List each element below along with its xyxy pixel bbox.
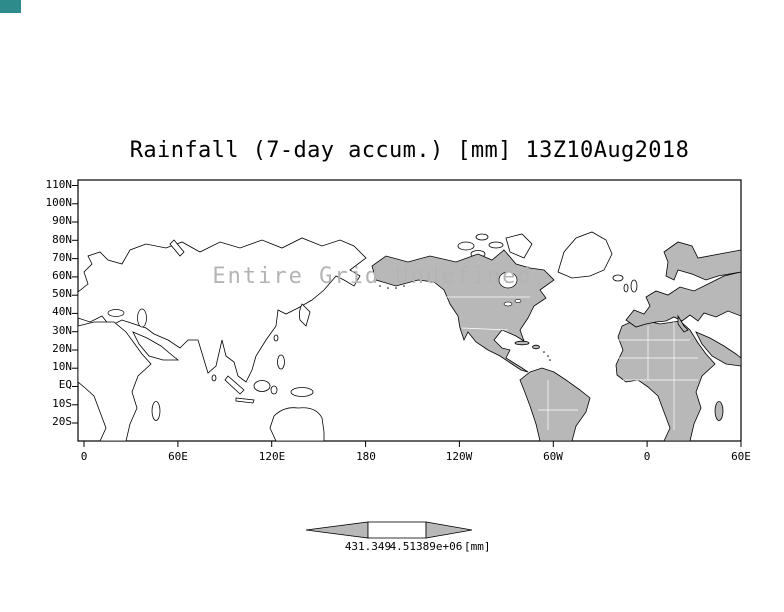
island-java — [235, 397, 255, 404]
country-borders — [446, 296, 698, 430]
africa-left-outline — [78, 321, 152, 441]
lon-tick-label: 120W — [445, 450, 473, 463]
lon-tick-label: 60E — [731, 450, 751, 463]
great-lakes — [514, 299, 522, 303]
colorbar-mid-segment — [367, 521, 427, 539]
region-scandinavia — [663, 241, 741, 281]
island-philippines — [277, 354, 285, 370]
lat-tick-label: 20S — [52, 415, 72, 428]
lat-ticks — [72, 185, 78, 424]
lat-tick-label: 100N — [45, 196, 73, 209]
colorbar-min-label: 431.349 — [344, 540, 392, 553]
island-borneo — [253, 380, 271, 392]
island-novaya-zemlya — [169, 239, 185, 257]
lat-tick-label: 50N — [52, 287, 72, 300]
lat-tick-label: 10S — [52, 397, 72, 410]
island-japan — [298, 303, 311, 327]
great-lakes — [503, 301, 513, 307]
world-map-plot — [72, 179, 742, 447]
colorbar-left-arrow-icon — [305, 521, 369, 539]
island-cuba — [514, 340, 530, 346]
lon-tick-label: 60W — [543, 450, 563, 463]
region-arabia — [695, 331, 741, 367]
arabia-left-outline — [132, 331, 180, 361]
colorbar-unit-label: [mm] — [464, 540, 491, 553]
colorbar — [305, 521, 473, 539]
island-uk-ireland — [623, 279, 638, 293]
continent-south-america — [519, 367, 591, 441]
lon-tick-label: 180 — [356, 450, 376, 463]
black-sea — [107, 309, 125, 317]
lon-tick-label: 60E — [168, 450, 188, 463]
continent-australia — [269, 407, 325, 441]
region-italy — [677, 314, 689, 333]
island-new-guinea — [290, 387, 314, 397]
lat-tick-label: 110N — [45, 178, 73, 191]
lon-tick-label: 0 — [80, 450, 88, 463]
lat-tick-label: 60N — [52, 269, 72, 282]
island-chain-dots — [379, 285, 551, 361]
lat-tick-label: 40N — [52, 305, 72, 318]
corner-artifact — [0, 0, 21, 13]
hudson-bay — [498, 271, 518, 289]
lat-tick-label: 70N — [52, 251, 72, 264]
lat-tick-label: 30N — [52, 324, 72, 337]
continent-eurasia — [78, 237, 367, 383]
lon-ticks — [83, 441, 742, 447]
colorbar-right-arrow-icon — [425, 521, 473, 539]
madagascar-left-outline — [151, 401, 161, 421]
lat-tick-label: 20N — [52, 342, 72, 355]
caspian-sea — [137, 308, 147, 328]
plot-title: Rainfall (7-day accum.) [mm] 13Z10Aug201… — [129, 138, 690, 163]
lat-tick-label: 10N — [52, 360, 72, 373]
island-sulawesi — [270, 385, 278, 395]
undefined-grid-watermark: Entire Grid Undefined — [212, 264, 533, 289]
region-europe — [625, 271, 741, 328]
lon-tick-label: 0 — [643, 450, 651, 463]
island-sumatra — [224, 375, 245, 395]
lat-tick-label: 90N — [52, 214, 72, 227]
arctic-islands — [457, 233, 533, 259]
island-hispaniola — [532, 344, 540, 350]
island-taiwan — [273, 334, 279, 342]
colorbar-max-label: 4.51389e+06 — [389, 540, 463, 553]
island-iceland — [612, 274, 624, 282]
island-greenland — [557, 231, 613, 279]
lat-tick-label: 80N — [52, 233, 72, 246]
lon-tick-label: 120E — [258, 450, 286, 463]
lat-tick-label: EQ — [58, 378, 72, 391]
island-sri-lanka — [211, 374, 217, 382]
island-madagascar — [714, 401, 724, 421]
